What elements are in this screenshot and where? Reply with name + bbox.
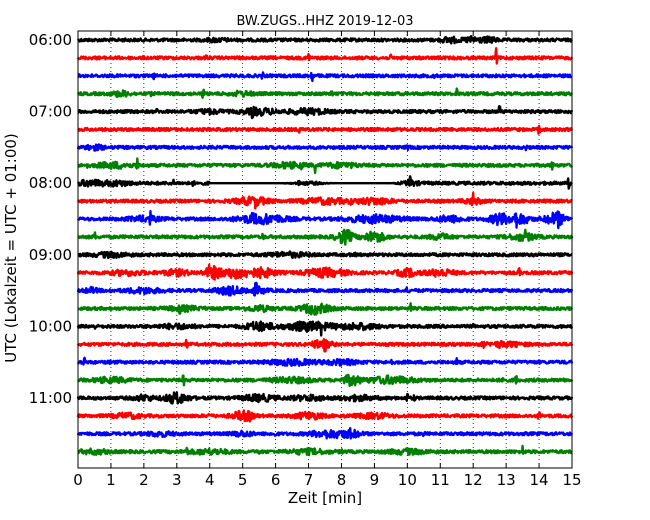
trace-0945: [77, 302, 574, 316]
trace-0700: [77, 105, 574, 120]
x-tick-label: 11: [431, 471, 450, 489]
y-tick-label: 08:00: [29, 174, 72, 192]
x-tick-label: 13: [497, 471, 516, 489]
trace-1100: [76, 391, 574, 405]
x-tick-label: 10: [398, 471, 417, 489]
trace-0615: [76, 46, 574, 65]
y-tick-label: 11:00: [29, 389, 72, 407]
x-tick-label: 8: [337, 471, 347, 489]
vertical-grid: [110, 31, 540, 468]
x-axis-label: Zeit [min]: [288, 489, 362, 507]
x-tick-label: 4: [205, 471, 215, 489]
trace-1045: [77, 373, 574, 388]
trace-0930: [76, 281, 574, 297]
trace-0600: [76, 34, 573, 45]
x-tick-label: 15: [562, 471, 581, 489]
trace-1130: [76, 426, 574, 440]
trace-0830: [77, 210, 574, 230]
trace-0715: [77, 124, 574, 135]
traces: [76, 34, 574, 457]
y-tick-label: 10:00: [29, 317, 72, 335]
x-tick-label: 0: [73, 471, 83, 489]
chart-title: BW.ZUGS..HHZ 2019-12-03: [236, 14, 413, 29]
plot-frame: [77, 30, 573, 469]
trace-1015: [76, 337, 574, 353]
x-axis-ticks: 0 1 2 3 4 5 6 7 8 9 10 11 12 13 14 15: [73, 31, 582, 489]
x-tick-label: 2: [139, 471, 149, 489]
x-tick-label: 9: [370, 471, 380, 489]
y-axis-label: UTC (Lokalzeit = UTC + 01:00): [2, 133, 20, 363]
trace-0900: [77, 250, 573, 260]
y-tick-label: 09:00: [29, 246, 72, 264]
y-tick-label: 07:00: [29, 103, 72, 121]
x-tick-label: 5: [238, 471, 248, 489]
trace-0730: [76, 143, 574, 152]
x-tick-label: 6: [271, 471, 281, 489]
trace-0845: [77, 228, 574, 246]
trace-1000: [76, 320, 574, 337]
trace-0800: [76, 175, 573, 190]
trace-0915: [76, 263, 574, 281]
trace-0815: [76, 191, 573, 210]
x-tick-label: 12: [464, 471, 483, 489]
trace-1115: [76, 409, 574, 423]
trace-1030: [76, 356, 574, 367]
y-tick-label: 06:00: [29, 31, 72, 49]
x-tick-label: 3: [172, 471, 182, 489]
y-axis-ticks: 06:00 07:00 08:00 09:00 10:00 11:00: [29, 31, 572, 407]
x-tick-label: 1: [106, 471, 116, 489]
trace-1145: [77, 444, 573, 457]
trace-0630: [77, 71, 573, 83]
x-tick-label: 14: [530, 471, 549, 489]
trace-0645: [77, 87, 573, 99]
trace-0745: [77, 157, 573, 175]
x-tick-label: 7: [304, 471, 314, 489]
